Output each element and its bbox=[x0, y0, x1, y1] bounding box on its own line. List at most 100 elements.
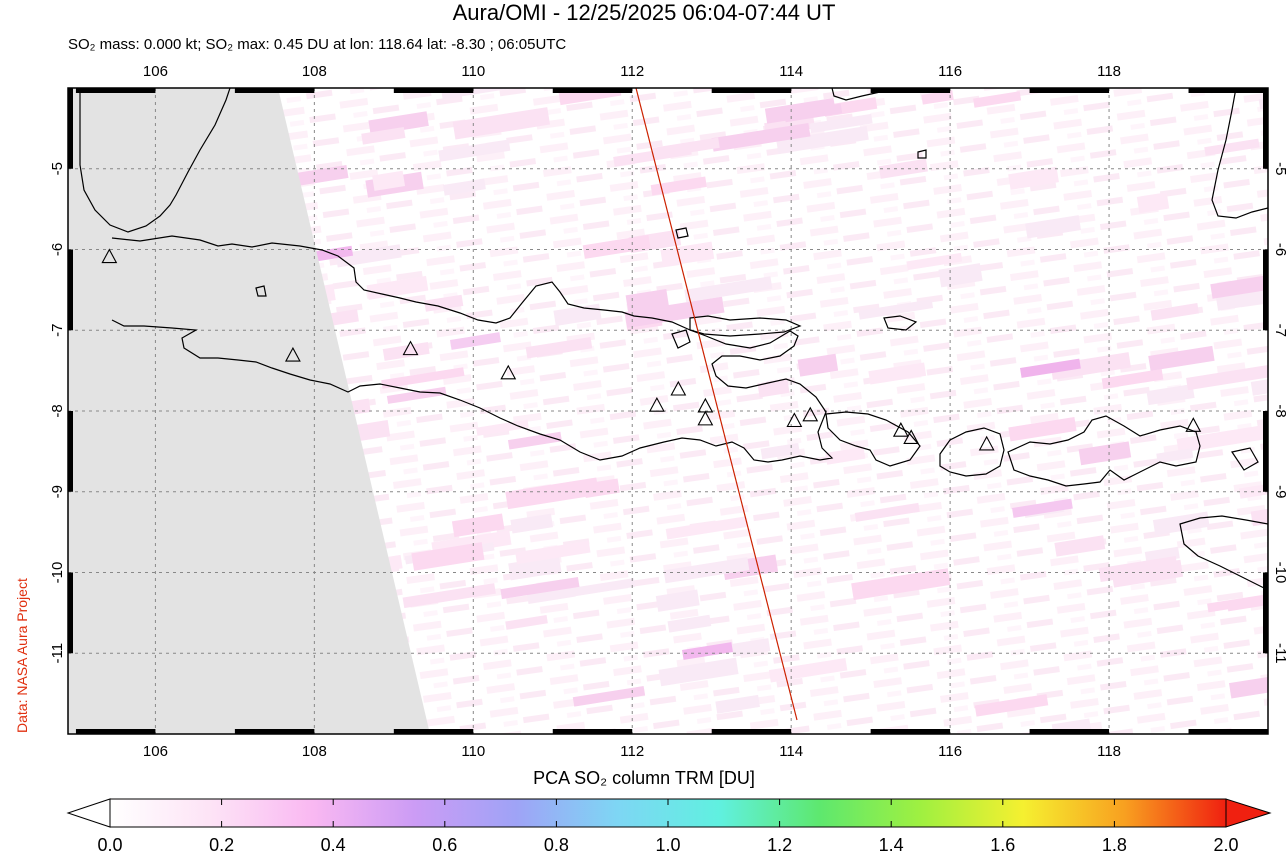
y-tick-label-right: -8 bbox=[1272, 404, 1288, 417]
so2-streak bbox=[368, 111, 429, 136]
so2-streak bbox=[510, 513, 554, 534]
volcano-icon bbox=[500, 364, 517, 380]
border-bar bbox=[234, 88, 315, 93]
colorbar-tick-label: 0.8 bbox=[543, 835, 569, 855]
so2-streak bbox=[558, 578, 636, 599]
coastline-bali bbox=[825, 411, 921, 467]
graticule bbox=[68, 88, 1268, 734]
border-bar bbox=[552, 729, 633, 734]
so2-streak bbox=[1250, 505, 1268, 527]
so2-streak bbox=[1228, 669, 1268, 699]
volcano-icon bbox=[802, 406, 819, 422]
so2-streak bbox=[442, 178, 486, 196]
border-bar bbox=[1029, 88, 1110, 93]
border-bar bbox=[1188, 729, 1268, 734]
volcano-icon bbox=[670, 380, 687, 396]
colorbar-title: PCA SO₂ column TRM [DU] bbox=[533, 768, 755, 788]
volcano-icon bbox=[903, 429, 920, 445]
volcano-icon bbox=[892, 422, 909, 437]
so2-streak bbox=[711, 122, 811, 152]
map-plot-area bbox=[68, 88, 1268, 734]
x-tick-label-top: 108 bbox=[302, 63, 327, 80]
y-tick-label-right: -6 bbox=[1272, 243, 1288, 256]
so2-streak bbox=[1050, 352, 1131, 380]
orbit-track-line bbox=[635, 88, 798, 721]
so2-streak bbox=[1156, 448, 1194, 464]
so2-streak bbox=[1186, 363, 1268, 391]
border-bar bbox=[870, 729, 951, 734]
so2-streak bbox=[906, 252, 963, 271]
coastline-islet-4 bbox=[1231, 447, 1259, 471]
colorbar-over-arrow bbox=[1225, 798, 1272, 828]
so2-streak bbox=[515, 540, 591, 565]
x-tick-label-bottom: 118 bbox=[1097, 743, 1121, 760]
so2-streak bbox=[582, 234, 651, 259]
so2-streak bbox=[386, 386, 447, 404]
x-tick-label-bottom: 108 bbox=[302, 743, 327, 760]
coastline-sumbawa bbox=[1007, 415, 1201, 487]
axis-tick-labels: 106 106 108 108 110 110 112 112 114 114 116 116 118 1… bbox=[49, 63, 1288, 760]
x-tick-label-top: 106 bbox=[143, 63, 168, 80]
coastline-sumba bbox=[1179, 515, 1268, 591]
so2-streak bbox=[1101, 368, 1164, 389]
border-bar bbox=[1263, 249, 1268, 331]
so2-streak bbox=[776, 125, 869, 155]
so2-streak bbox=[825, 446, 866, 465]
so2-streak bbox=[1078, 441, 1132, 466]
coastline-islet-5 bbox=[917, 149, 927, 159]
colorbar-tick-label: 1.0 bbox=[655, 835, 681, 855]
x-tick-label-bottom: 116 bbox=[938, 743, 962, 760]
so2-streak bbox=[658, 657, 739, 687]
colorbar-tick-label: 1.2 bbox=[767, 835, 793, 855]
so2-streak bbox=[613, 144, 692, 167]
volcano-icon bbox=[101, 248, 118, 264]
y-tick-label-left: -9 bbox=[49, 485, 66, 498]
so2-streak bbox=[1176, 423, 1268, 454]
coastline-lombok bbox=[939, 427, 1005, 477]
coastline-kangean bbox=[883, 315, 918, 331]
map-subtitle: SO₂ mass: 0.000 kt; SO₂ max: 0.45 DU at … bbox=[68, 36, 567, 53]
so2-streak bbox=[382, 342, 430, 361]
y-tick-label-right: -11 bbox=[1272, 643, 1288, 664]
border-bar bbox=[1263, 411, 1268, 492]
border-bar bbox=[1029, 729, 1110, 734]
volcano-icon bbox=[978, 435, 995, 451]
so2-streak bbox=[974, 694, 1049, 717]
no-data-region bbox=[68, 88, 430, 734]
y-tick-label-left: -10 bbox=[49, 562, 66, 584]
so2-streak bbox=[868, 362, 927, 385]
so2-streak bbox=[438, 139, 511, 162]
so2-streak bbox=[650, 176, 707, 196]
so2-streak bbox=[809, 113, 873, 134]
coastline-java bbox=[111, 235, 834, 463]
x-tick-label-bottom: 114 bbox=[779, 743, 803, 760]
so2-streak bbox=[1148, 345, 1215, 371]
map-title: Aura/OMI - 12/25/2025 06:04-07:44 UT bbox=[452, 0, 836, 25]
so2-streak bbox=[1098, 555, 1178, 582]
so2-streak bbox=[583, 478, 620, 499]
border-bar bbox=[1188, 88, 1268, 93]
so2-streak bbox=[1054, 535, 1106, 557]
so2-streak bbox=[624, 296, 725, 328]
so2-streak bbox=[768, 657, 848, 683]
colorbar-under-arrow bbox=[66, 798, 111, 828]
border-bar bbox=[68, 88, 73, 169]
so2-streak bbox=[731, 638, 771, 657]
so2-streak bbox=[665, 516, 748, 540]
border-bar bbox=[68, 572, 73, 654]
so2-streak bbox=[451, 513, 505, 538]
colorbar bbox=[66, 798, 1272, 828]
so2-streak bbox=[973, 91, 1022, 108]
border-bar bbox=[552, 88, 633, 93]
colorbar-tick-label: 1.4 bbox=[878, 835, 904, 855]
colorbar-tick-label: 2.0 bbox=[1213, 835, 1239, 855]
x-tick-label-top: 118 bbox=[1097, 63, 1121, 80]
border-bar bbox=[393, 729, 474, 734]
so2-streak bbox=[854, 502, 920, 522]
so2-streak bbox=[1226, 586, 1268, 612]
y-tick-label-right: -10 bbox=[1272, 562, 1288, 584]
colorbar-ticks bbox=[109, 799, 1227, 827]
x-tick-label-top: 116 bbox=[938, 63, 962, 80]
so2-streak bbox=[1210, 269, 1268, 299]
y-tick-label-right: -9 bbox=[1272, 485, 1288, 498]
